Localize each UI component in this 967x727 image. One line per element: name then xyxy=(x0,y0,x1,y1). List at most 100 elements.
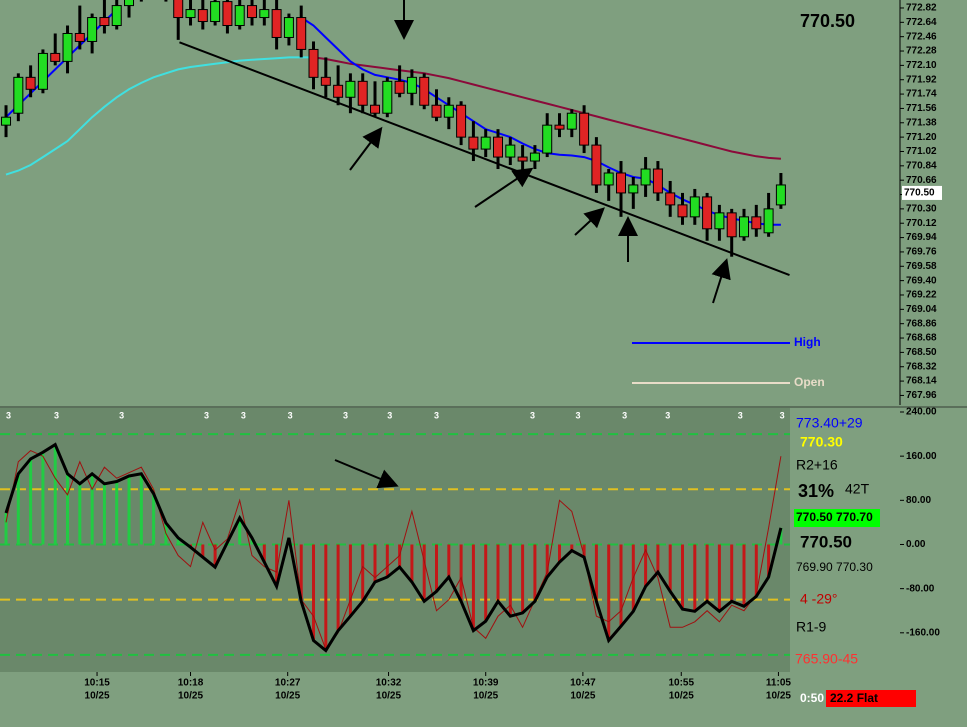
candle-body xyxy=(677,204,688,218)
marker-label: 3 xyxy=(665,410,670,420)
y-tick-label: 770.12 xyxy=(906,218,937,229)
y-tick-label: 767.96 xyxy=(906,390,937,401)
y-tick-label: 771.92 xyxy=(906,74,937,85)
y-tick-label: 769.76 xyxy=(906,247,937,258)
x-tick-label: 11:05 xyxy=(766,678,791,689)
support-price: 765.90-45 xyxy=(795,651,858,667)
candle-body xyxy=(345,80,356,98)
x-tick-date: 10/25 xyxy=(669,691,694,702)
y-tick-label: 770.30 xyxy=(906,204,937,215)
r1-label: R1-9 xyxy=(796,619,827,635)
candle-body xyxy=(259,9,270,19)
candle-body xyxy=(468,136,479,150)
arrow xyxy=(349,126,383,171)
y-tick-label: 772.46 xyxy=(906,31,937,42)
current-price-box xyxy=(902,185,942,200)
marker-label: 3 xyxy=(780,410,785,420)
x-tick-date: 10/25 xyxy=(766,691,791,702)
candle-body xyxy=(87,17,98,42)
legend-label: Open xyxy=(794,375,825,389)
candle-body xyxy=(370,104,381,114)
arrow xyxy=(334,459,399,489)
candle-body xyxy=(603,172,614,186)
tick-count: 42T xyxy=(845,481,870,497)
marker-label: 3 xyxy=(119,410,124,420)
range: 769.90 770.30 xyxy=(796,560,873,574)
arrow xyxy=(711,258,731,304)
y-tick-label: 769.40 xyxy=(906,275,937,286)
candle-body xyxy=(443,104,454,118)
oscillator-line xyxy=(4,442,783,653)
candle-body xyxy=(480,136,491,150)
y-tick-label: 769.04 xyxy=(906,304,937,315)
readout-panel: 773.40+29 770.30 R2+16 31% 42T 770.50 77… xyxy=(794,415,880,667)
candle-body xyxy=(554,124,565,130)
candle-body xyxy=(529,152,540,162)
y-tick-label: 770.84 xyxy=(906,160,937,171)
x-tick-date: 10/25 xyxy=(275,691,300,702)
candle-body xyxy=(751,216,762,230)
y-tick-label: 771.02 xyxy=(906,146,937,157)
candle-body xyxy=(234,5,245,27)
last-price: 770.50 xyxy=(800,11,855,31)
y-tick-label: 771.20 xyxy=(906,132,937,143)
y-tick-label: 768.50 xyxy=(906,347,937,358)
last: 770.50 xyxy=(800,532,852,551)
candle-body xyxy=(628,184,639,194)
moving-average xyxy=(313,56,781,160)
current-price: 770.50 xyxy=(904,188,935,199)
candle-body xyxy=(406,76,417,94)
r2-label: R2+16 xyxy=(796,457,838,473)
candle-body xyxy=(333,84,344,98)
candle-body xyxy=(382,80,393,114)
marker-label: 3 xyxy=(6,410,11,420)
y-tick-label: 769.58 xyxy=(906,261,937,272)
candle-body xyxy=(566,112,577,130)
bid-ask-box xyxy=(794,509,880,527)
candle-body xyxy=(394,80,405,94)
candle-body xyxy=(247,5,258,19)
trendline xyxy=(179,41,790,276)
y-tick-label: 768.68 xyxy=(906,333,937,344)
y-tick-label: 771.74 xyxy=(906,89,937,100)
x-tick-label: 10:39 xyxy=(473,678,499,689)
yellow-price: 770.30 xyxy=(800,434,843,450)
candle-body xyxy=(714,212,725,230)
arrows xyxy=(334,0,731,489)
candle-body xyxy=(111,5,122,27)
y-tick-label: 240.00 xyxy=(906,407,937,418)
candle-body xyxy=(357,80,368,106)
y-tick-label: 768.86 xyxy=(906,318,937,329)
candle-body xyxy=(665,192,676,206)
status-time: 0:50 xyxy=(800,691,824,705)
price-pane xyxy=(1,0,790,276)
candle-body xyxy=(505,144,516,158)
candle-body xyxy=(173,0,184,19)
x-tick-date: 10/25 xyxy=(178,691,203,702)
arrow xyxy=(574,207,605,236)
candle-body xyxy=(37,52,48,90)
y-tick-label: 768.14 xyxy=(906,376,937,387)
candle-body xyxy=(689,196,700,218)
moving-average xyxy=(300,16,781,226)
candle-body xyxy=(419,76,430,106)
candle-body xyxy=(763,208,774,234)
marker-label: 3 xyxy=(343,410,348,420)
y-tick-label: 772.64 xyxy=(906,17,937,28)
percent: 31% xyxy=(798,481,834,501)
candle-body xyxy=(591,144,602,186)
x-tick-label: 10:15 xyxy=(84,678,110,689)
candle-body xyxy=(320,76,331,86)
marker-label: 3 xyxy=(288,410,293,420)
candle-body xyxy=(652,168,663,194)
y-tick-label: 772.82 xyxy=(906,3,937,14)
candle-body xyxy=(542,124,553,154)
bid-ask: 770.50 770.70 xyxy=(796,510,873,524)
candle-body xyxy=(185,9,196,19)
x-tick-date: 10/25 xyxy=(376,691,401,702)
angle: 4 -29° xyxy=(800,591,838,607)
y-tick-label: 769.22 xyxy=(906,290,937,301)
y-tick-label: 769.94 xyxy=(906,232,937,243)
marker-label: 3 xyxy=(387,410,392,420)
candle-body xyxy=(579,112,590,146)
